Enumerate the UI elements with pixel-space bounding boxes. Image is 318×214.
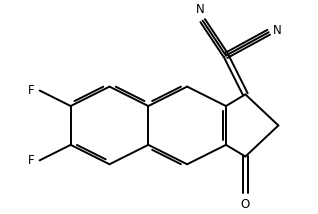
Text: O: O [241,198,250,211]
Text: N: N [273,24,282,37]
Text: N: N [196,3,205,16]
Text: F: F [28,154,35,167]
Text: F: F [28,84,35,97]
